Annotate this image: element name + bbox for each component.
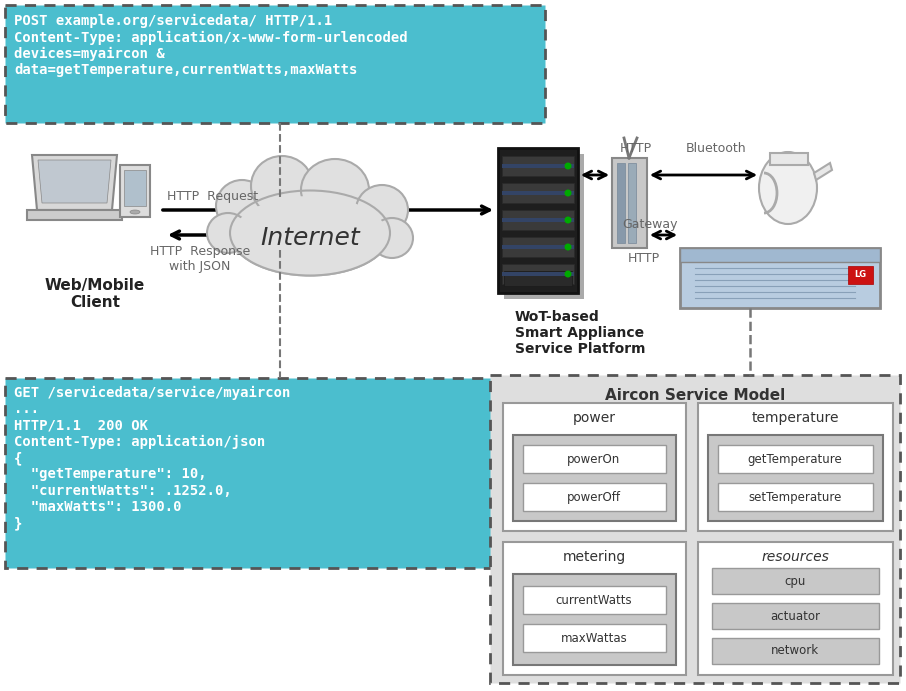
Polygon shape — [814, 163, 832, 180]
Ellipse shape — [251, 156, 313, 216]
Ellipse shape — [759, 152, 817, 224]
Bar — [698, 403, 893, 531]
Text: POST example.org/servicedata/ HTTP/1.1
Content-Type: application/x-www-form-urle: POST example.org/servicedata/ HTTP/1.1 C… — [14, 14, 408, 77]
Text: setTemperature: setTemperature — [748, 491, 842, 504]
Bar — [712, 568, 879, 594]
Circle shape — [564, 189, 572, 196]
Bar — [628, 163, 636, 243]
Circle shape — [564, 243, 572, 251]
Bar — [680, 248, 880, 262]
Text: powerOn: powerOn — [567, 453, 621, 466]
Bar — [502, 272, 574, 276]
Text: power: power — [573, 411, 615, 425]
Polygon shape — [38, 160, 111, 203]
Bar — [27, 210, 122, 220]
Bar — [502, 218, 574, 222]
Ellipse shape — [371, 218, 413, 258]
Ellipse shape — [130, 210, 140, 214]
Bar — [513, 435, 676, 521]
Bar — [680, 248, 880, 308]
Circle shape — [564, 216, 572, 223]
Text: actuator: actuator — [770, 609, 820, 623]
Bar — [523, 483, 666, 511]
Bar — [502, 183, 574, 203]
Text: cpu: cpu — [785, 574, 805, 587]
Bar — [523, 586, 666, 614]
Polygon shape — [32, 155, 117, 210]
Ellipse shape — [233, 196, 388, 276]
Text: powerOff: powerOff — [567, 491, 621, 504]
Text: HTTP: HTTP — [628, 252, 660, 265]
Bar — [502, 210, 574, 230]
Text: GET /servicedata/service/myaircon
...
HTTP/1.1  200 OK
Content-Type: application: GET /servicedata/service/myaircon ... HT… — [14, 386, 291, 530]
Bar — [503, 542, 686, 675]
Text: Internet: Internet — [260, 226, 360, 250]
Ellipse shape — [207, 213, 249, 253]
Text: HTTP: HTTP — [620, 142, 652, 155]
Bar — [718, 483, 873, 511]
Bar — [120, 165, 150, 217]
Bar — [523, 624, 666, 652]
Bar — [770, 153, 808, 165]
Ellipse shape — [216, 180, 268, 232]
Circle shape — [564, 270, 572, 278]
Bar — [502, 164, 574, 168]
Circle shape — [564, 162, 572, 169]
Bar — [502, 237, 574, 257]
Bar — [502, 156, 574, 176]
Bar — [504, 154, 584, 299]
Bar — [124, 170, 146, 206]
Bar — [503, 403, 686, 531]
Bar — [502, 191, 574, 195]
Text: Gateway: Gateway — [622, 218, 678, 231]
Ellipse shape — [356, 185, 408, 235]
Bar — [718, 445, 873, 473]
Bar — [617, 163, 625, 243]
Bar — [498, 148, 578, 293]
Ellipse shape — [301, 159, 369, 221]
Text: getTemperature: getTemperature — [747, 453, 843, 466]
Bar — [502, 264, 574, 284]
Bar — [504, 271, 572, 286]
Text: Aircon Service Model: Aircon Service Model — [605, 388, 786, 403]
Text: temperature: temperature — [751, 411, 839, 425]
Text: HTTP  Request: HTTP Request — [167, 190, 258, 203]
Text: currentWatts: currentWatts — [555, 594, 632, 607]
Bar — [698, 542, 893, 675]
Ellipse shape — [230, 191, 390, 276]
Bar — [490, 375, 900, 683]
Text: maxWattas: maxWattas — [561, 632, 627, 645]
Bar — [612, 158, 647, 248]
Text: WoT-based
Smart Appliance
Service Platform: WoT-based Smart Appliance Service Platfo… — [515, 310, 645, 357]
Bar — [502, 245, 574, 249]
Text: Bluetooth: Bluetooth — [686, 142, 747, 155]
Text: metering: metering — [563, 550, 626, 564]
Text: Web/Mobile
Client: Web/Mobile Client — [45, 278, 145, 310]
Bar — [513, 574, 676, 665]
Bar — [708, 435, 883, 521]
Bar — [712, 638, 879, 664]
Text: LG: LG — [854, 270, 866, 279]
Text: HTTP  Response
with JSON: HTTP Response with JSON — [149, 245, 250, 273]
Bar — [848, 266, 873, 284]
Text: network: network — [771, 645, 819, 658]
Bar — [5, 5, 545, 123]
Bar — [5, 378, 495, 568]
Text: resources: resources — [761, 550, 829, 564]
Bar — [712, 603, 879, 629]
Bar — [523, 445, 666, 473]
